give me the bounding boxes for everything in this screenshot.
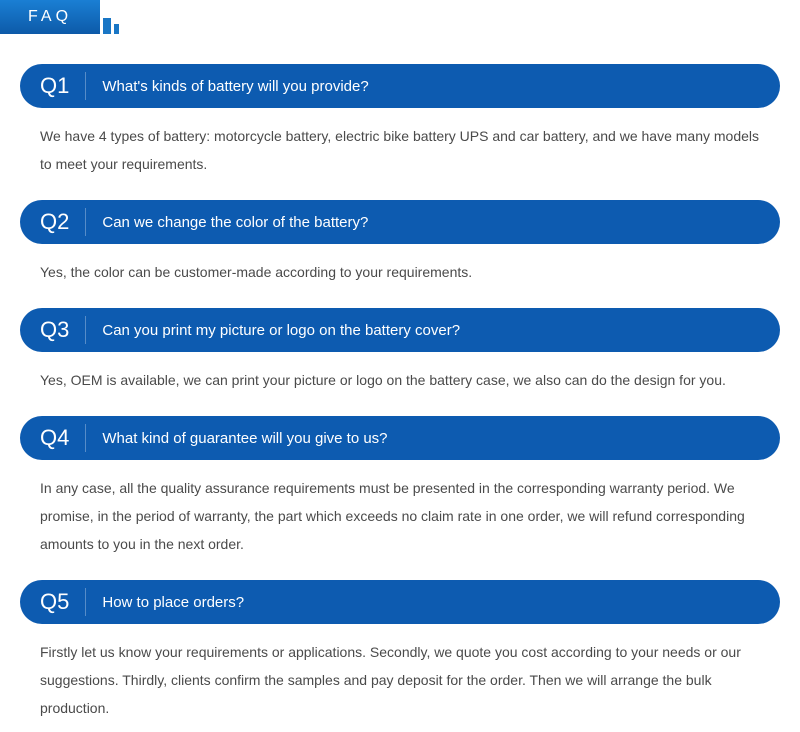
faq-item: Q2 Can we change the color of the batter… <box>20 200 780 296</box>
faq-question-bar: Q4 What kind of guarantee will you give … <box>20 416 780 460</box>
faq-q-text: Can you print my picture or logo on the … <box>86 322 460 339</box>
faq-answer: Yes, the color can be customer-made acco… <box>20 244 780 296</box>
faq-q-number: Q1 <box>20 72 86 100</box>
faq-container: Q1 What's kinds of battery will you prov… <box>0 64 800 732</box>
faq-q-number: Q5 <box>20 588 86 616</box>
faq-item: Q1 What's kinds of battery will you prov… <box>20 64 780 188</box>
faq-answer: In any case, all the quality assurance r… <box>20 460 780 568</box>
faq-question-bar: Q1 What's kinds of battery will you prov… <box>20 64 780 108</box>
faq-answer: We have 4 types of battery: motorcycle b… <box>20 108 780 188</box>
faq-answer: Firstly let us know your requirements or… <box>20 624 780 732</box>
faq-answer: Yes, OEM is available, we can print your… <box>20 352 780 404</box>
faq-q-text: How to place orders? <box>86 594 244 611</box>
faq-title-tab: FAQ <box>0 0 100 34</box>
faq-question-bar: Q2 Can we change the color of the batter… <box>20 200 780 244</box>
faq-item: Q4 What kind of guarantee will you give … <box>20 416 780 568</box>
faq-q-number: Q3 <box>20 316 86 344</box>
faq-q-text: Can we change the color of the battery? <box>86 214 368 231</box>
faq-item: Q5 How to place orders? Firstly let us k… <box>20 580 780 732</box>
faq-q-text: What kind of guarantee will you give to … <box>86 430 387 447</box>
faq-question-bar: Q3 Can you print my picture or logo on t… <box>20 308 780 352</box>
faq-question-bar: Q5 How to place orders? <box>20 580 780 624</box>
faq-header: FAQ <box>0 0 800 34</box>
faq-title: FAQ <box>28 8 72 25</box>
faq-item: Q3 Can you print my picture or logo on t… <box>20 308 780 404</box>
faq-q-number: Q2 <box>20 208 86 236</box>
faq-q-text: What's kinds of battery will you provide… <box>86 78 368 95</box>
faq-q-number: Q4 <box>20 424 86 452</box>
accent-bar-2 <box>114 24 119 34</box>
accent-bar-1 <box>103 18 111 34</box>
